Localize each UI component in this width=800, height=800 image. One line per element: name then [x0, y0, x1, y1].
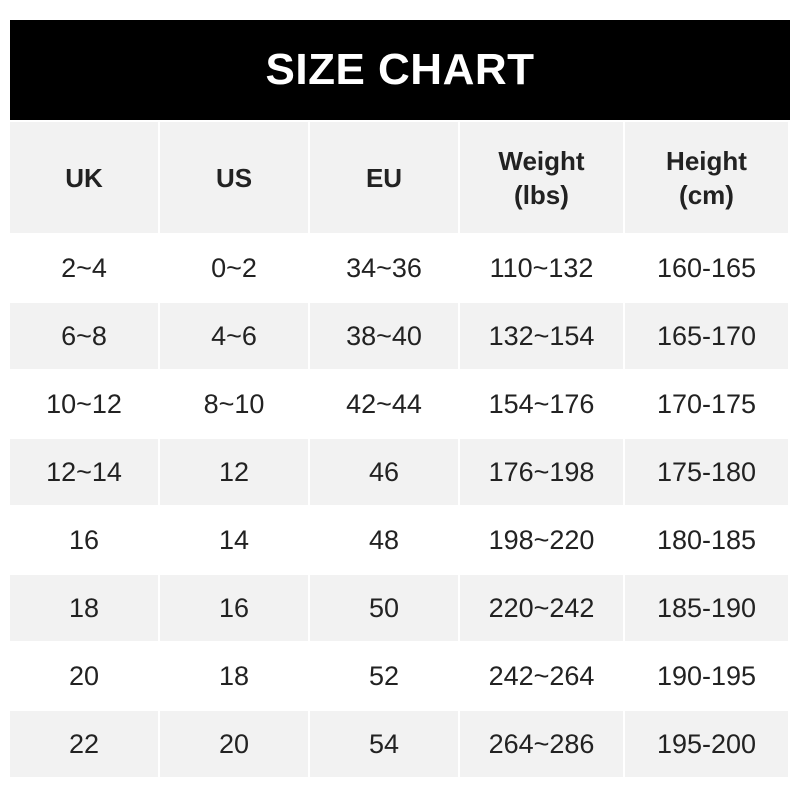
cell-height: 160-165 [656, 252, 757, 283]
header-height: Height (cm) [625, 122, 788, 233]
cell-height: 185-190 [625, 575, 788, 641]
cell-height: 170-175 [656, 388, 757, 419]
header-unit: (cm) [679, 179, 734, 210]
table-row: 18 16 50 220~242 185-190 [10, 575, 788, 641]
cell-eu: 48 [368, 524, 400, 555]
cell-weight: 176~198 [460, 439, 623, 505]
header-eu: EU [310, 122, 458, 233]
cell-height: 175-180 [625, 439, 788, 505]
cell-us: 14 [218, 524, 250, 555]
cell-us: 18 [218, 660, 250, 691]
cell-weight: 110~132 [489, 252, 594, 283]
cell-eu: 50 [310, 575, 458, 641]
cell-eu: 42~44 [346, 388, 422, 419]
cell-uk: 18 [10, 575, 158, 641]
cell-weight: 220~242 [460, 575, 623, 641]
cell-uk: 22 [10, 711, 158, 777]
cell-us: 20 [160, 711, 308, 777]
cell-eu: 34~36 [346, 252, 422, 283]
cell-weight: 154~176 [488, 388, 595, 419]
header-weight: Weight (lbs) [460, 122, 623, 233]
cell-us: 8~10 [203, 388, 265, 419]
size-chart-title: SIZE CHART [10, 20, 790, 120]
cell-us: 16 [160, 575, 308, 641]
header-label: Height [666, 145, 747, 176]
table-row: 2~4 0~2 34~36 110~132 160-165 [10, 235, 788, 301]
cell-height: 195-200 [625, 711, 788, 777]
header-unit: (lbs) [514, 179, 569, 210]
table-row: 6~8 4~6 38~40 132~154 165-170 [10, 303, 788, 369]
cell-eu: 54 [310, 711, 458, 777]
cell-uk: 12~14 [10, 439, 158, 505]
cell-eu: 46 [310, 439, 458, 505]
header-us: US [160, 122, 308, 233]
cell-weight: 264~286 [460, 711, 623, 777]
cell-uk: 2~4 [61, 252, 107, 283]
cell-height: 165-170 [625, 303, 788, 369]
header-label: EU [365, 162, 403, 193]
cell-weight: 198~220 [488, 524, 595, 555]
cell-us: 12 [160, 439, 308, 505]
table-row: 16 14 48 198~220 180-185 [10, 507, 788, 573]
header-uk: UK [10, 122, 158, 233]
cell-weight: 242~264 [488, 660, 595, 691]
cell-us: 0~2 [211, 252, 257, 283]
cell-uk: 20 [68, 660, 100, 691]
table-row: 10~12 8~10 42~44 154~176 170-175 [10, 371, 788, 437]
cell-height: 190-195 [656, 660, 757, 691]
cell-uk: 10~12 [46, 388, 122, 419]
header-label: UK [65, 162, 103, 193]
size-table: UK US EU Weight (lbs) Height (cm) 2~4 0~2 34… [8, 120, 790, 779]
header-row: UK US EU Weight (lbs) Height (cm) [10, 122, 788, 233]
cell-eu: 38~40 [310, 303, 458, 369]
cell-eu: 52 [368, 660, 400, 691]
cell-uk: 6~8 [10, 303, 158, 369]
cell-weight: 132~154 [460, 303, 623, 369]
cell-us: 4~6 [160, 303, 308, 369]
table-row: 22 20 54 264~286 195-200 [10, 711, 788, 777]
table-row: 20 18 52 242~264 190-195 [10, 643, 788, 709]
header-label: Weight [498, 145, 585, 176]
cell-uk: 16 [68, 524, 100, 555]
table-row: 12~14 12 46 176~198 175-180 [10, 439, 788, 505]
cell-height: 180-185 [656, 524, 757, 555]
header-label: US [215, 162, 253, 193]
